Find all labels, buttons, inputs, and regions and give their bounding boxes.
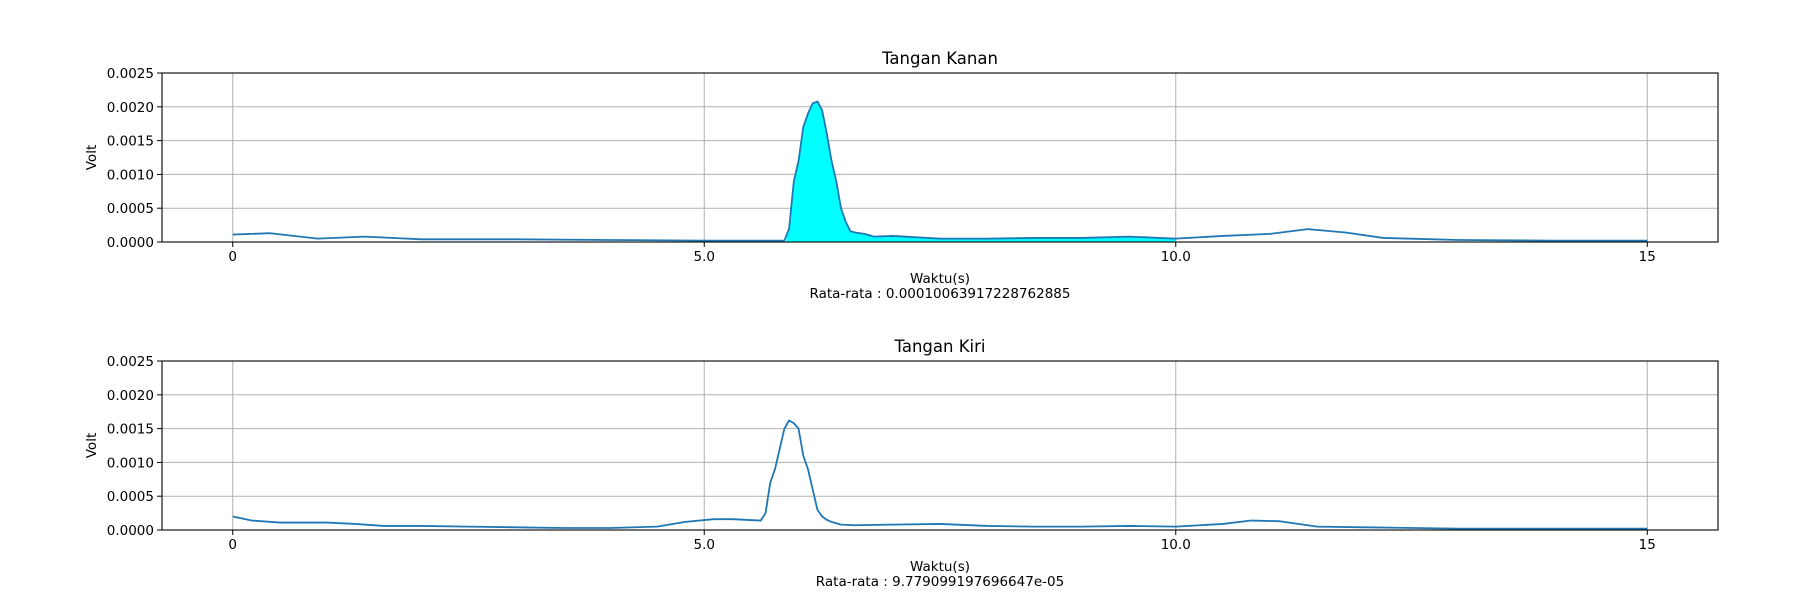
series-line (232, 419, 1648, 530)
x-tick-label: 15 (1639, 537, 1656, 553)
y-tick-label: 0.0020 (107, 100, 154, 116)
x-tick-label: 5.0 (694, 537, 715, 553)
y-tick-label: 0.0015 (107, 134, 154, 150)
y-tick-label: 0.0025 (107, 354, 154, 370)
y-tick-label: 0.0025 (107, 66, 154, 82)
x-axis-label: Waktu(s) (910, 271, 970, 287)
y-tick-label: 0.0000 (107, 235, 154, 251)
mean-annotation: Rata-rata : 0.00010063917228762885 (810, 286, 1071, 302)
plot-area: 0 5.0 10.0 15 0.0000 0.0005 0.0010 0.0015 0.0020… (107, 354, 1719, 553)
chart-title: Tangan Kanan (881, 49, 998, 68)
x-tick-label: 15 (1639, 249, 1656, 265)
x-axis-label: Waktu(s) (910, 559, 970, 575)
axes-frame (161, 360, 1719, 531)
series-line (232, 100, 1648, 242)
axes-frame (161, 72, 1719, 243)
y-tick-label: 0.0020 (107, 388, 154, 404)
subplot-tangan-kanan: 0 5.0 10.0 15 0.0000 0.0005 0.0010 0.0015 0.0020… (84, 49, 1719, 302)
y-tick-label: 0.0010 (107, 167, 154, 183)
subplot-tangan-kiri: 0 5.0 10.0 15 0.0000 0.0005 0.0010 0.0015 0.0020… (84, 337, 1719, 590)
y-axis-label: Volt (84, 145, 100, 171)
x-tick-label: 10.0 (1161, 249, 1191, 265)
x-tick-label: 5.0 (694, 249, 715, 265)
chart-title: Tangan Kiri (894, 337, 986, 356)
x-tick-label: 10.0 (1161, 537, 1191, 553)
y-tick-label: 0.0005 (107, 201, 154, 217)
filled-area (786, 101, 1176, 242)
y-tick-label: 0.0005 (107, 489, 154, 505)
y-tick-label: 0.0000 (107, 523, 154, 539)
y-tick-label: 0.0010 (107, 455, 154, 471)
x-tick-label: 0 (228, 537, 237, 553)
plot-area: 0 5.0 10.0 15 0.0000 0.0005 0.0010 0.0015 0.0020… (107, 66, 1719, 265)
y-tick-label: 0.0015 (107, 422, 154, 438)
x-tick-label: 0 (228, 249, 237, 265)
y-axis-label: Volt (84, 433, 100, 459)
mean-annotation: Rata-rata : 9.779099197696647e-05 (816, 574, 1064, 590)
